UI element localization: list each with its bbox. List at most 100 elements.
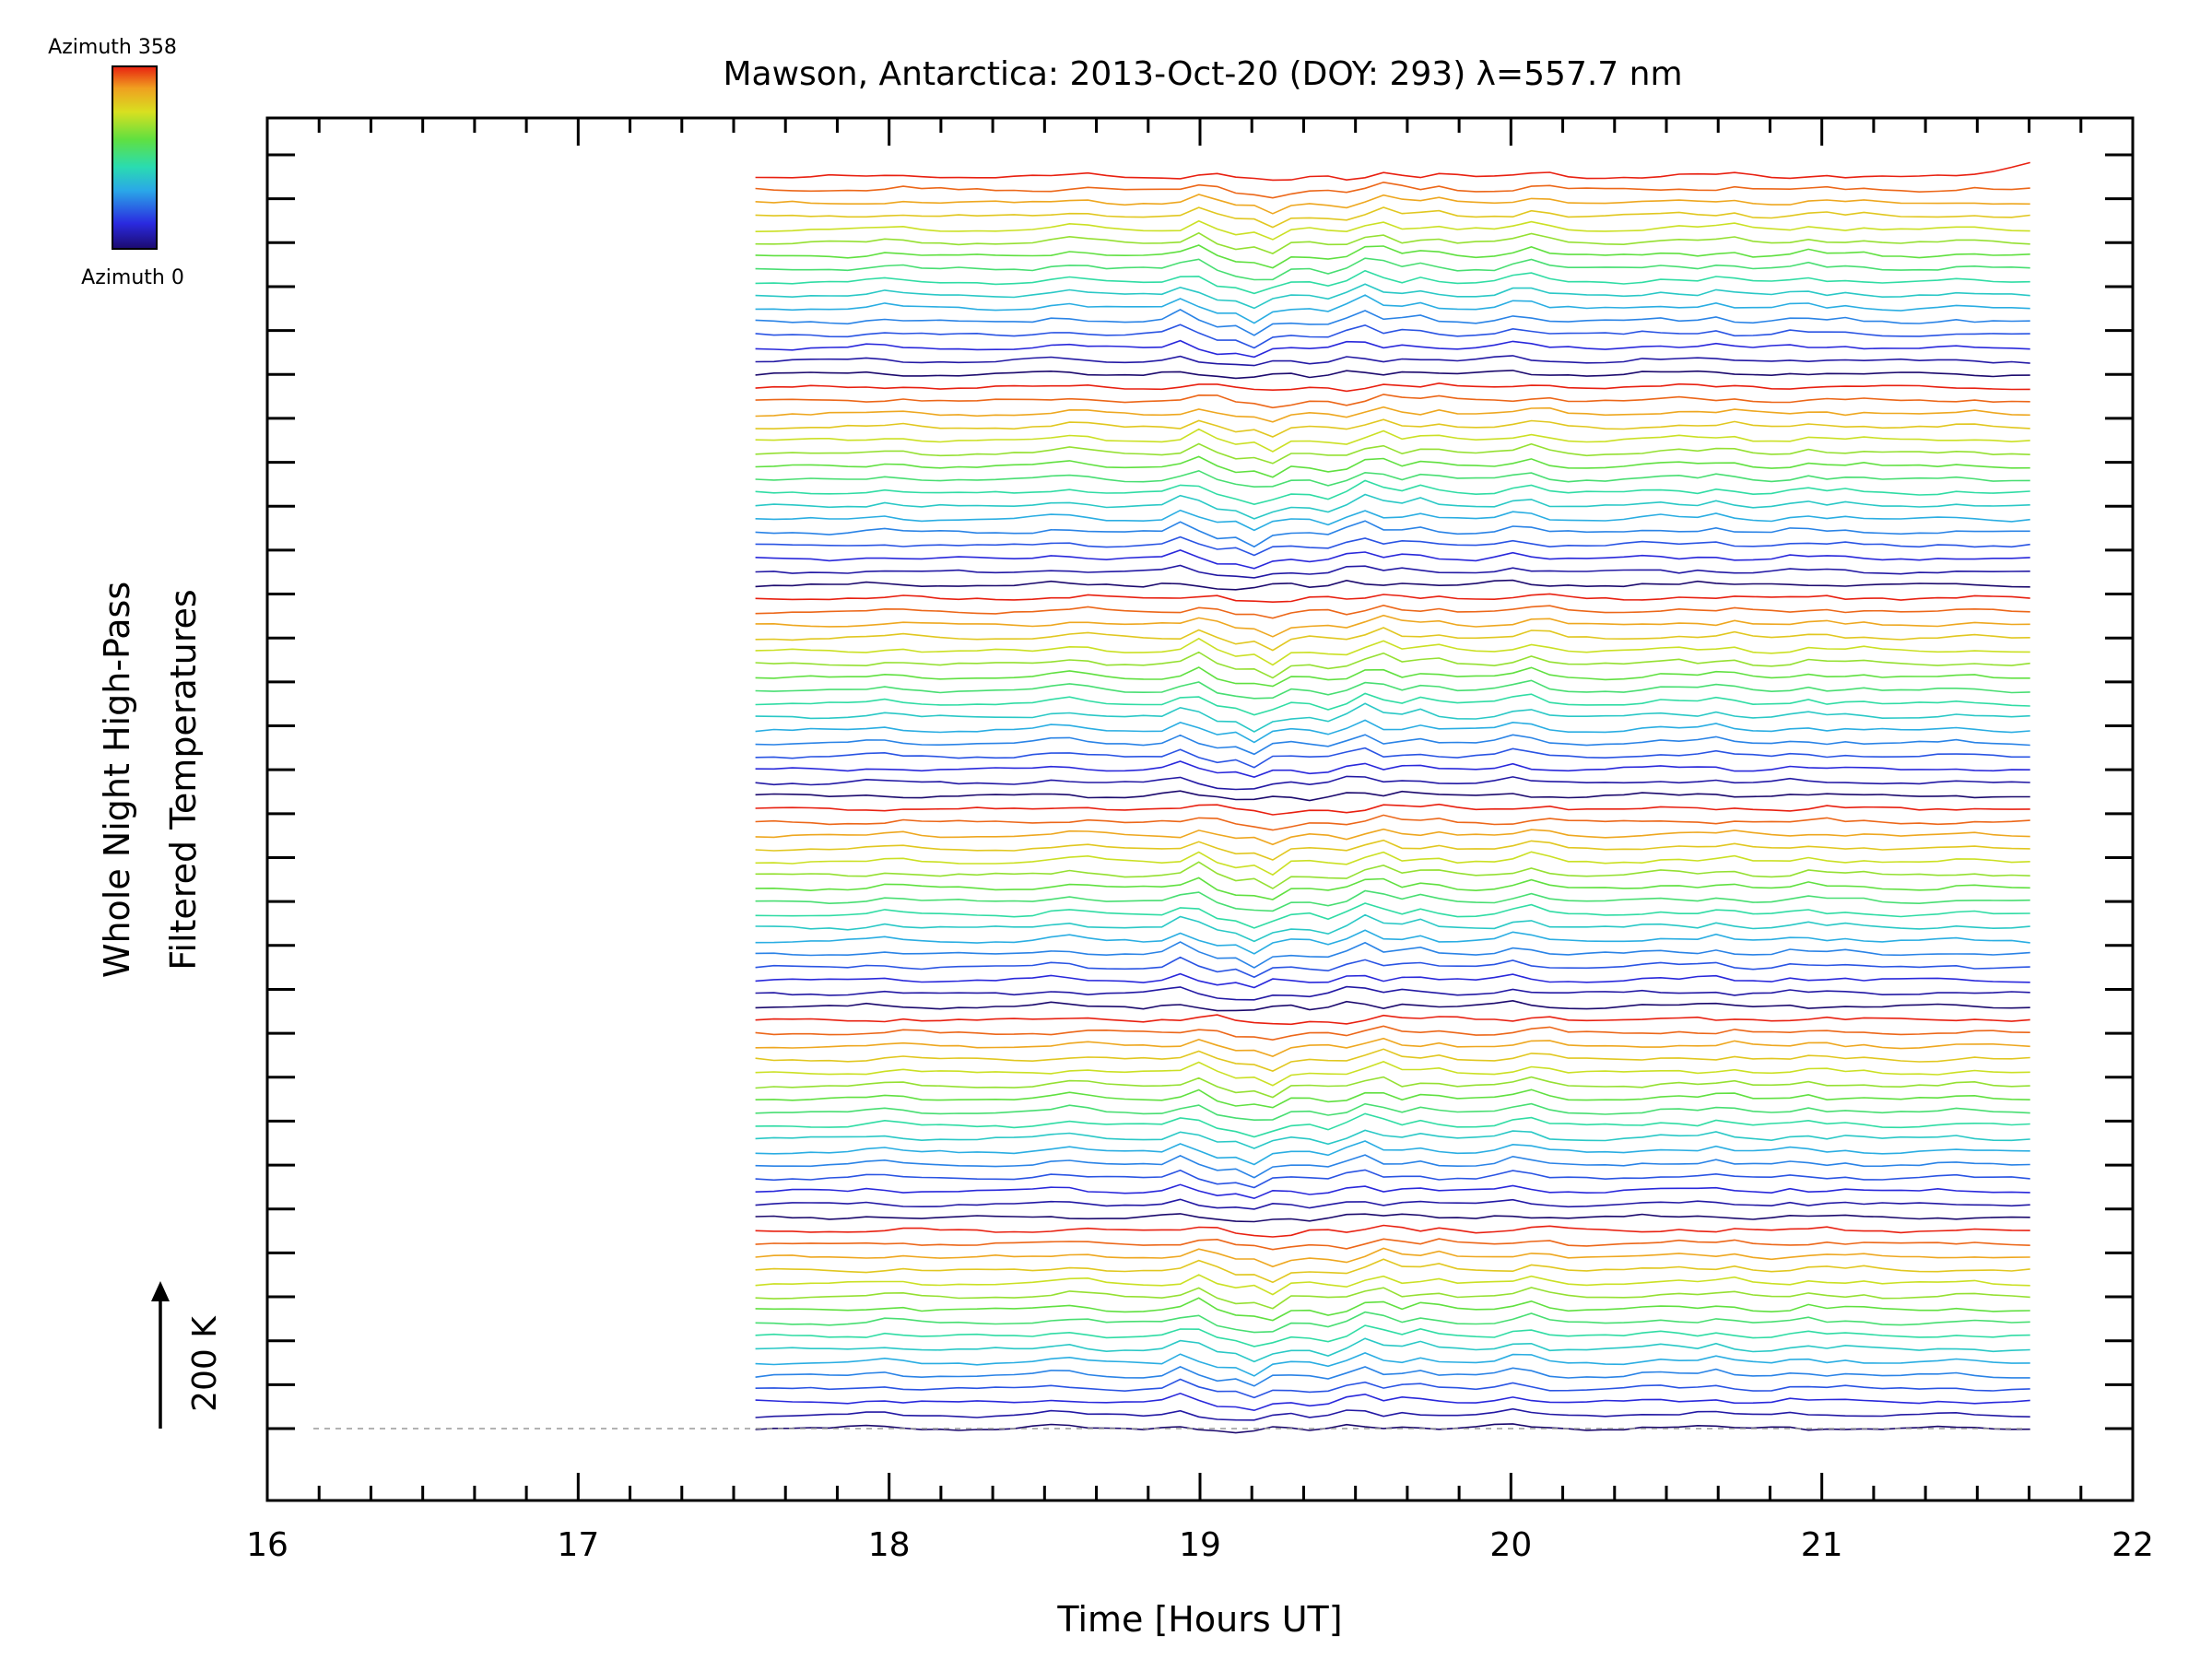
series-line — [755, 469, 2030, 488]
series-line — [755, 535, 2030, 557]
series-line — [755, 1423, 2030, 1434]
series-line — [755, 370, 2030, 380]
series-line — [755, 455, 2030, 478]
x-tick-label: 22 — [2112, 1526, 2154, 1564]
series-line — [755, 1129, 2030, 1149]
series-line — [755, 479, 2030, 506]
series-line — [755, 839, 2030, 861]
chart-title: Mawson, Antarctica: 2013-Oct-20 (DOY: 29… — [723, 55, 1682, 93]
series-line — [755, 1213, 2030, 1223]
series-line — [755, 814, 2030, 831]
series-line — [755, 442, 2030, 465]
colorbar-bottom-label: Azimuth 0 — [81, 266, 184, 289]
series-line — [755, 1048, 2030, 1072]
series-line — [755, 219, 2030, 241]
series-line — [755, 1112, 2030, 1138]
series-line — [755, 339, 2030, 359]
series-line — [755, 999, 2030, 1012]
series-line — [755, 775, 2030, 791]
series-line — [755, 194, 2030, 215]
series-line — [755, 861, 2030, 889]
series-line — [755, 283, 2030, 310]
x-axis-label: Time [Hours UT] — [1056, 1599, 1342, 1640]
colorbar-top-label: Azimuth 358 — [48, 36, 177, 59]
series-line — [755, 790, 2030, 802]
series-line — [755, 747, 2030, 769]
series-line — [755, 1076, 2030, 1099]
x-tick-label: 16 — [246, 1526, 288, 1564]
series-line — [755, 614, 2030, 638]
y-axis-label-line2: Filtered Temperatures — [163, 589, 204, 970]
series-line — [755, 604, 2030, 619]
series-line — [755, 1311, 2030, 1334]
series-line — [755, 692, 2030, 716]
series-line — [755, 1274, 2030, 1296]
series-line — [755, 564, 2030, 579]
series-line — [755, 760, 2030, 778]
series-line — [755, 1324, 2030, 1347]
series-line — [755, 1198, 2030, 1210]
series-line — [755, 666, 2030, 688]
series-line — [755, 418, 2030, 438]
series-line — [755, 719, 2030, 744]
series-line — [755, 206, 2030, 229]
series-line — [755, 324, 2030, 349]
series-line — [755, 579, 2030, 591]
series-line — [755, 803, 2030, 816]
series-line — [755, 1061, 2030, 1087]
plot-frame — [265, 116, 2135, 1502]
series-line — [755, 1224, 2030, 1238]
series-line — [755, 231, 2030, 254]
x-tick-label: 21 — [1801, 1526, 1843, 1564]
series-line — [755, 1297, 2030, 1322]
series-line — [755, 1366, 2030, 1387]
series-line — [755, 294, 2030, 324]
series-line — [755, 244, 2030, 269]
series-line — [755, 929, 2030, 955]
series-line — [755, 593, 2030, 604]
series-line — [755, 509, 2030, 532]
series-line — [755, 651, 2030, 679]
series-line — [755, 1247, 2030, 1268]
series-line — [755, 406, 2030, 423]
x-tick-label: 17 — [557, 1526, 599, 1564]
series-line — [755, 1378, 2030, 1399]
series-line — [755, 257, 2030, 281]
series-layer — [755, 161, 2030, 1434]
colorbar — [112, 65, 158, 250]
series-line — [755, 308, 2030, 336]
series-line — [755, 493, 2030, 520]
series-line — [755, 851, 2030, 877]
series-line — [755, 1352, 2030, 1377]
series-line — [755, 269, 2030, 295]
series-line — [755, 1169, 2030, 1189]
x-tick-label: 19 — [1179, 1526, 1221, 1564]
series-line — [755, 627, 2030, 652]
series-line — [755, 1238, 2030, 1251]
x-tick-label: 20 — [1489, 1526, 1532, 1564]
series-line — [755, 734, 2030, 756]
series-line — [755, 1183, 2030, 1200]
series-line — [755, 428, 2030, 453]
series-line — [755, 1088, 2030, 1109]
series-line — [755, 1392, 2030, 1412]
series-line — [755, 1337, 2030, 1363]
tick-layer: 16 17 18 19 20 21 22 — [246, 118, 2154, 1564]
series-line — [755, 828, 2030, 846]
series-line — [755, 355, 2030, 367]
series-line — [755, 913, 2030, 943]
series-line — [755, 520, 2030, 548]
series-line — [755, 985, 2030, 1001]
series-line — [755, 972, 2030, 989]
series-line — [755, 941, 2030, 969]
series-line — [755, 637, 2030, 666]
series-line — [755, 877, 2030, 900]
series-line — [755, 1140, 2030, 1166]
series-line — [755, 1014, 2030, 1026]
series-line — [755, 1407, 2030, 1421]
series-line — [755, 902, 2030, 929]
series-line — [755, 181, 2030, 199]
x-tick-label: 18 — [868, 1526, 911, 1564]
y-axis-label-line1: Whole Night High-Pass — [97, 582, 137, 978]
